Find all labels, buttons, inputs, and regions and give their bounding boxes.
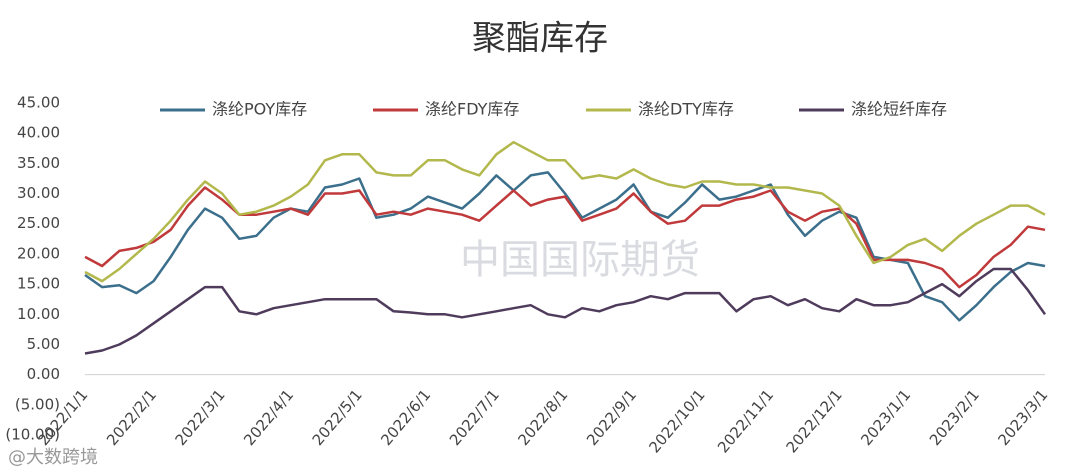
y-tick-label: 10.00	[17, 305, 60, 323]
legend-label: 涤纶短纤库存	[851, 100, 947, 119]
x-tick-label: 2023/2/1	[926, 386, 983, 449]
x-tick-label: 2022/12/1	[783, 386, 846, 456]
y-tick-label: 25.00	[17, 214, 60, 232]
y-tick-label: 5.00	[27, 335, 60, 353]
x-tick-label: 2022/11/1	[714, 386, 777, 456]
x-tick-label: 2023/3/1	[994, 386, 1051, 449]
y-tick-label: 20.00	[17, 244, 60, 262]
x-tick-label: 2022/5/1	[309, 386, 366, 449]
legend-label: 涤纶POY库存	[212, 100, 307, 119]
x-tick-label: 2022/7/1	[446, 386, 503, 449]
watermark: 中国国际期货	[460, 237, 700, 283]
legend-label: 涤纶FDY库存	[425, 100, 519, 119]
y-tick-label: (5.00)	[15, 395, 60, 413]
series-line	[84, 140, 1046, 283]
y-tick-label: (10.00)	[5, 426, 60, 444]
x-tick-label: 2022/6/1	[377, 386, 434, 449]
corner-mark: @大数跨境	[8, 447, 98, 468]
x-tick-label: 2022/10/1	[645, 386, 708, 456]
y-tick-label: 30.00	[17, 184, 60, 202]
x-tick-label: 2022/2/1	[103, 386, 160, 449]
x-tick-label: 2022/4/1	[240, 386, 297, 449]
x-tick-label: 2022/8/1	[514, 386, 571, 449]
y-tick-label: 35.00	[17, 154, 60, 172]
x-tick-label: 2022/9/1	[583, 386, 640, 449]
chart-title: 聚酯库存	[472, 19, 608, 59]
legend-label: 涤纶DTY库存	[638, 100, 734, 119]
x-tick-label: 2023/1/1	[857, 386, 914, 449]
series-line	[84, 267, 1047, 355]
y-tick-label: 40.00	[17, 124, 60, 142]
y-tick-label: 15.00	[17, 275, 60, 293]
x-tick-label: 2022/3/1	[172, 386, 229, 449]
y-tick-label: 45.00	[17, 94, 60, 112]
y-tick-label: 0.00	[27, 365, 60, 383]
